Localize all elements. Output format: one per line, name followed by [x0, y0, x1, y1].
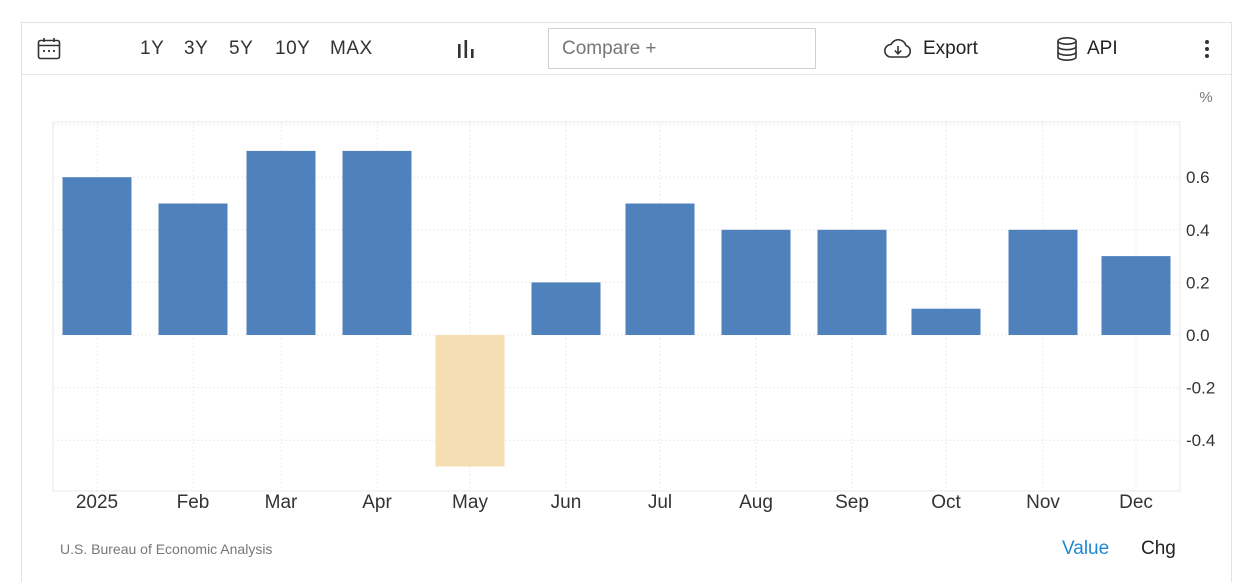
x-tick-label: Jun — [551, 492, 582, 513]
plot-frame — [52, 121, 1181, 492]
chg-toggle[interactable]: Chg — [1141, 538, 1176, 559]
chart-bars — [62, 150, 1171, 467]
x-tick-label: Oct — [931, 492, 961, 513]
bar-chart: 2025 Feb Mar Apr May Jun Jul Aug Sep Oct Nov Dec 0.… — [52, 89, 1215, 513]
compare-input[interactable] — [562, 37, 802, 60]
api-button[interactable]: API — [1056, 23, 1118, 75]
bar-apr[interactable] — [342, 150, 412, 335]
bar-oct[interactable] — [911, 308, 981, 335]
bar-aug[interactable] — [721, 229, 791, 335]
x-tick-label: 2025 — [76, 492, 118, 513]
database-icon — [1057, 36, 1077, 61]
value-toggle[interactable]: Value — [1062, 538, 1110, 559]
range-5y[interactable]: 5Y — [229, 38, 254, 59]
x-tick-label: Feb — [177, 492, 210, 513]
x-tick-label: Apr — [362, 492, 392, 513]
bar-sep[interactable] — [817, 229, 887, 335]
bar-feb[interactable] — [158, 203, 228, 336]
y-tick-label: 0.4 — [1186, 221, 1210, 240]
y-tick-label: -0.2 — [1186, 379, 1215, 398]
export-button[interactable]: Export — [882, 23, 978, 75]
bar-dec[interactable] — [1101, 256, 1171, 335]
bar-may[interactable] — [435, 335, 505, 467]
y-tick-label: 0.0 — [1186, 326, 1210, 345]
more-menu-icon[interactable] — [1202, 23, 1212, 75]
api-label: API — [1087, 38, 1118, 59]
x-axis-labels: 2025 Feb Mar Apr May Jun Jul Aug Sep Oct Nov Dec — [76, 492, 1153, 513]
x-tick-label: Nov — [1026, 492, 1060, 513]
x-tick-label: Sep — [835, 492, 869, 513]
x-tick-label: Mar — [265, 492, 298, 513]
range-10y[interactable]: 10Y — [275, 38, 311, 59]
x-tick-label: Aug — [739, 492, 773, 513]
bar-mar[interactable] — [246, 150, 316, 335]
x-tick-label: May — [452, 492, 488, 513]
bar-jun[interactable] — [531, 282, 601, 335]
x-tick-label: Jul — [648, 492, 672, 513]
bar-nov[interactable] — [1008, 229, 1078, 335]
source-label: U.S. Bureau of Economic Analysis — [60, 541, 273, 557]
export-label: Export — [923, 38, 978, 59]
chart-toolbar: 1Y 3Y 5Y 10Y MAX Export — [22, 23, 1231, 75]
y-tick-label: 0.6 — [1186, 168, 1210, 187]
bar-chart-icon[interactable] — [455, 23, 477, 75]
compare-field[interactable] — [548, 28, 816, 69]
cloud-download-icon — [884, 38, 912, 58]
bar-2025[interactable] — [62, 177, 132, 335]
range-max[interactable]: MAX — [330, 38, 373, 59]
x-tick-label: Dec — [1119, 492, 1153, 513]
y-unit-label: % — [1199, 89, 1212, 106]
range-1y[interactable]: 1Y — [140, 38, 165, 59]
y-tick-label: -0.4 — [1186, 431, 1215, 450]
y-tick-label: 0.2 — [1186, 273, 1210, 292]
range-3y[interactable]: 3Y — [184, 38, 209, 59]
y-axis-labels: 0.6 0.4 0.2 0.0 -0.2 -0.4 — [1186, 168, 1215, 450]
calendar-icon[interactable] — [36, 23, 62, 75]
bar-jul[interactable] — [625, 203, 695, 336]
